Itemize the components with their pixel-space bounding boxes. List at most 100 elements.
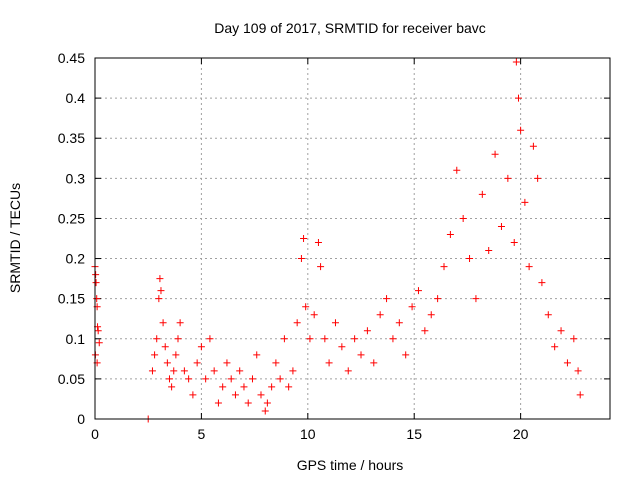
data-point [357,351,365,359]
data-point [157,287,165,295]
data-point [253,351,261,359]
data-point [240,383,248,391]
x-tick-label: 5 [198,426,206,442]
y-tick-label: 0.15 [58,291,85,307]
data-point [310,311,318,319]
data-point [156,275,164,283]
tick-layer: 0 0.05 0.1 0.15 0.2 0.25 0.3 0.35 0.4 0.45 0 5 10 15 2… [58,50,610,442]
data-point [180,367,188,375]
data-point [185,375,193,383]
x-tick-label: 10 [300,426,316,442]
y-axis-label: SRMTID / TECUs [7,183,23,293]
data-point [268,383,276,391]
data-point [544,311,552,319]
data-point [168,383,176,391]
data-point [512,58,520,66]
data-point [261,407,269,415]
data-point [427,311,435,319]
data-point [219,383,227,391]
chart-title: Day 109 of 2017, SRMTID for receiver bav… [214,20,486,36]
data-point [289,367,297,375]
y-tick-label: 0.05 [58,371,85,387]
data-point [402,351,410,359]
data-point [227,375,235,383]
y-tick-label: 0.45 [58,50,85,66]
data-point [172,351,180,359]
data-point [485,247,493,255]
data-point [576,391,584,399]
data-point [314,239,322,247]
data-point [163,359,171,367]
data-point [459,214,467,222]
data-point [193,359,201,367]
data-point [557,327,565,335]
data-point [263,399,271,407]
data-point [446,230,454,238]
data-point [300,235,308,242]
data-point [529,142,537,150]
data-point [293,319,301,327]
data-point [383,295,391,303]
data-point [408,303,416,311]
data-point [317,263,325,271]
data-point [257,391,265,399]
data-point [321,335,329,343]
data-point [521,198,529,206]
data-point [174,335,182,343]
x-tick-label: 0 [91,426,99,442]
data-point [504,174,512,182]
data-point [297,255,305,263]
data-point [525,263,533,271]
data-point [338,343,346,351]
data-point [389,335,397,343]
y-tick-label: 0.25 [58,210,85,226]
x-axis-label: GPS time / hours [297,457,404,473]
data-point [189,391,197,399]
data-point [434,295,442,303]
plot-frame [94,57,611,420]
data-point [563,359,571,367]
x-tick-label: 15 [406,426,422,442]
data-point [325,359,333,367]
data-point [276,375,284,383]
data-point [248,375,256,383]
data-point [551,343,559,351]
data-point [395,319,403,327]
data-points-layer [91,58,584,423]
data-point [453,166,461,174]
data-point [165,375,173,383]
y-tick-label: 0.3 [66,170,86,186]
data-point [440,263,448,271]
data-point [93,295,101,303]
data-point [285,383,293,391]
data-point [497,222,505,230]
data-point [331,319,339,327]
y-tick-label: 0 [77,411,85,427]
data-point [170,367,178,375]
data-point [214,399,222,407]
data-point [414,287,422,295]
data-point [280,335,288,343]
data-point [272,359,280,367]
data-point [153,335,161,343]
data-point [478,190,486,198]
data-point [244,399,252,407]
data-point [92,279,100,287]
data-point [517,126,525,134]
data-point [210,367,218,375]
data-point [514,94,522,102]
data-point [344,367,352,375]
data-point [306,335,314,343]
y-tick-label: 0.35 [58,130,85,146]
data-point [491,150,499,158]
data-point [302,303,310,311]
data-point [161,343,169,351]
data-point [231,391,239,399]
data-point [538,279,546,287]
y-tick-label: 0.2 [66,251,86,267]
data-point [534,174,542,182]
data-point [155,295,163,303]
data-point [466,255,474,263]
data-point [570,335,578,343]
